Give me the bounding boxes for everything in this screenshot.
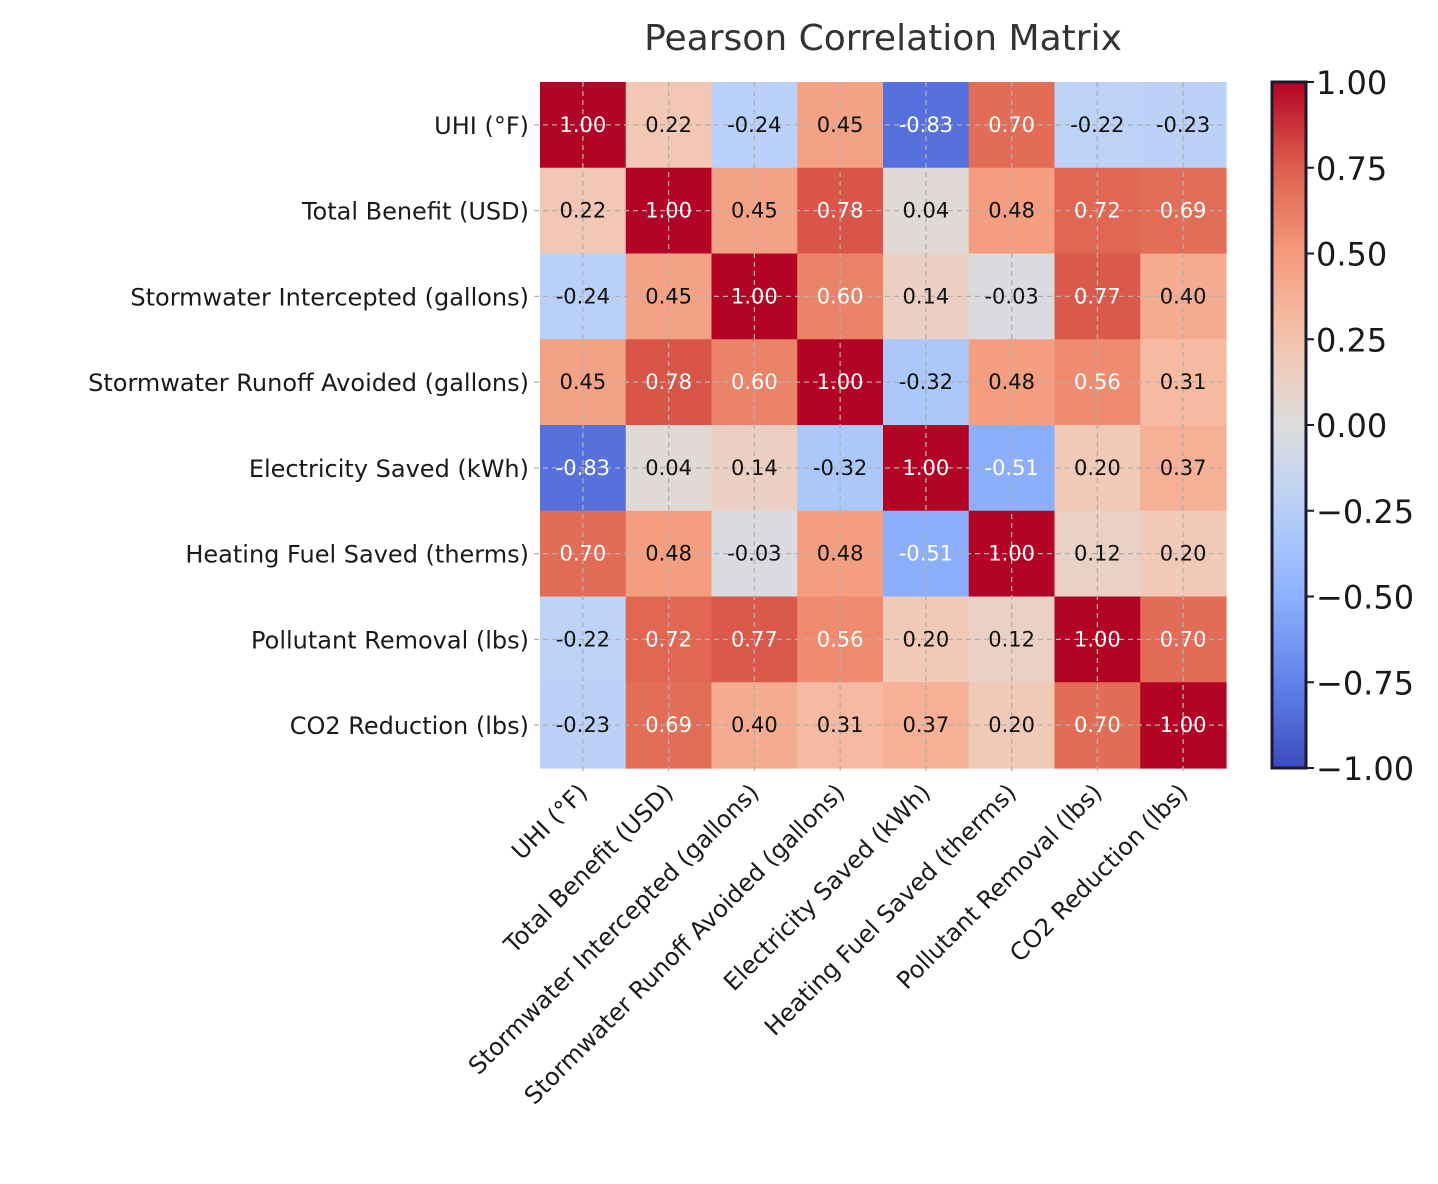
colorbar-tick-label: 1.00 (1316, 64, 1387, 102)
heatmap-cell-label: -0.32 (813, 456, 867, 480)
heatmap-cell-label: 1.00 (988, 542, 1035, 566)
heatmap-cell-label: 0.45 (817, 113, 864, 137)
heatmap-cell-label: 0.77 (1074, 284, 1121, 308)
heatmap-cell-label: 0.22 (645, 113, 692, 137)
heatmap-cell-label: 0.45 (731, 199, 778, 223)
heatmap-cell-label: -0.22 (1070, 113, 1124, 137)
heatmap-cell-label: 0.37 (902, 713, 949, 737)
heatmap-cell-label: -0.51 (899, 542, 953, 566)
heatmap-cell-label: 0.48 (988, 199, 1035, 223)
y-axis-tick-label: Stormwater Runoff Avoided (gallons) (88, 369, 529, 397)
heatmap-cell-label: -0.23 (1156, 113, 1210, 137)
y-axis-tick-label: Heating Fuel Saved (therms) (185, 541, 529, 569)
heatmap-cell-label: 0.78 (645, 370, 692, 394)
heatmap-cell-label: 0.12 (988, 627, 1035, 651)
heatmap-cell-label: 0.31 (1160, 370, 1207, 394)
y-axis-tick-label: Electricity Saved (kWh) (249, 455, 529, 483)
colorbar-tick-label: −0.75 (1316, 664, 1414, 702)
y-axis-tick-label: Pollutant Removal (lbs) (251, 626, 529, 654)
heatmap-cell-label: 0.56 (1074, 370, 1121, 394)
y-axis-tick-label: CO2 Reduction (lbs) (290, 712, 529, 740)
colorbar-tick-label: −0.50 (1316, 579, 1414, 617)
heatmap-cell-label: 1.00 (817, 370, 864, 394)
chart-title: Pearson Correlation Matrix (644, 18, 1122, 59)
heatmap-cell-label: 1.00 (559, 113, 606, 137)
colorbar: 1.00 0.75 0.50 0.25 0.00 −0.25 −0.50 −0.75 −1.00 (1270, 64, 1414, 788)
x-axis-tick-label: Stormwater Runoff Avoided (gallons) (519, 778, 851, 1110)
heatmap-cell-label: 0.72 (1074, 199, 1121, 223)
colorbar-tick-label: 0.50 (1316, 236, 1387, 274)
heatmap-cell-label: 0.20 (1160, 542, 1207, 566)
heatmap-cell-label: 0.20 (902, 627, 949, 651)
heatmap-cell-label: -0.24 (556, 284, 610, 308)
heatmap-cell-label: 0.70 (559, 542, 606, 566)
heatmap-cell-label: -0.24 (727, 113, 781, 137)
heatmap-cells (540, 82, 1227, 769)
heatmap-gridlines (534, 82, 1226, 774)
heatmap-cell-label: 0.60 (817, 284, 864, 308)
colorbar-tick-label: −0.25 (1316, 493, 1414, 531)
heatmap-cell-label: -0.83 (899, 113, 953, 137)
heatmap-cell-label: -0.03 (727, 542, 781, 566)
heatmap-cell-label: 1.00 (731, 284, 778, 308)
heatmap-cell-label: 0.04 (902, 199, 949, 223)
x-axis-tick-label: Total Benefit (USD) (498, 778, 679, 959)
heatmap-cell-label: 0.60 (731, 370, 778, 394)
heatmap-cell-label: 0.40 (1160, 284, 1207, 308)
y-axis-tick-label: UHI (°F) (434, 112, 529, 140)
heatmap-cell-label: 0.40 (731, 713, 778, 737)
heatmap-cell-label: 0.77 (731, 627, 778, 651)
heatmap-cell-label: 0.37 (1160, 456, 1207, 480)
heatmap-cell-label: 0.12 (1074, 542, 1121, 566)
heatmap-cell-label: 0.45 (645, 284, 692, 308)
heatmap-cell-label: 0.20 (988, 713, 1035, 737)
y-axis-tick-label: Total Benefit (USD) (301, 198, 529, 226)
heatmap-cell-label: 0.20 (1074, 456, 1121, 480)
heatmap-cell-label: 0.14 (902, 284, 949, 308)
colorbar-tick-label: 0.00 (1316, 407, 1387, 445)
heatmap-cell-label: 0.70 (1074, 713, 1121, 737)
x-axis-tick-labels: UHI (°F)Total Benefit (USD)Stormwater In… (463, 778, 1193, 1110)
heatmap-cell-label: 1.00 (645, 199, 692, 223)
colorbar-tick-label: 0.75 (1316, 150, 1387, 188)
heatmap-cell-label: 1.00 (1160, 713, 1207, 737)
heatmap-cell-label: 0.14 (731, 456, 778, 480)
heatmap-cell-label: 0.70 (988, 113, 1035, 137)
colorbar-tick-label: −1.00 (1316, 750, 1414, 788)
heatmap-cell-label: 0.48 (645, 542, 692, 566)
heatmap-cell-label: -0.83 (556, 456, 610, 480)
heatmap-cell-labels: 1.00 0.22 -0.24 0.45 -0.83 0.70 -0.22 -0.23 0.22… (556, 113, 1211, 737)
heatmap-cell-label: -0.51 (984, 456, 1038, 480)
heatmap-cell-label: -0.23 (556, 713, 610, 737)
heatmap-cell-label: 0.69 (1160, 199, 1207, 223)
heatmap-cell-label: -0.22 (556, 627, 610, 651)
colorbar-tick-label: 0.25 (1316, 321, 1387, 359)
heatmap-cell-label: 0.78 (817, 199, 864, 223)
heatmap-cell-label: 0.70 (1160, 627, 1207, 651)
heatmap-cell-label: 0.31 (817, 713, 864, 737)
heatmap-cell-label: -0.32 (899, 370, 953, 394)
heatmap-cell-label: 0.48 (817, 542, 864, 566)
y-axis-tick-labels: UHI (°F) Total Benefit (USD) Stormwater In… (88, 112, 529, 740)
heatmap-cell-label: 0.69 (645, 713, 692, 737)
colorbar-gradient (1270, 80, 1308, 770)
heatmap-cell-label: 1.00 (902, 456, 949, 480)
x-axis-tick-label: UHI (°F) (506, 778, 593, 865)
heatmap-cell-label: 0.04 (645, 456, 692, 480)
heatmap-cell-label: 0.72 (645, 627, 692, 651)
heatmap-cell-label: 0.48 (988, 370, 1035, 394)
heatmap-cell-label: -0.03 (984, 284, 1038, 308)
heatmap-cell-label: 1.00 (1074, 627, 1121, 651)
heatmap-cell-label: 0.22 (559, 199, 606, 223)
heatmap-cell-label: 0.45 (559, 370, 606, 394)
heatmap-cell-label: 0.56 (817, 627, 864, 651)
y-axis-tick-label: Stormwater Intercepted (gallons) (130, 283, 529, 311)
